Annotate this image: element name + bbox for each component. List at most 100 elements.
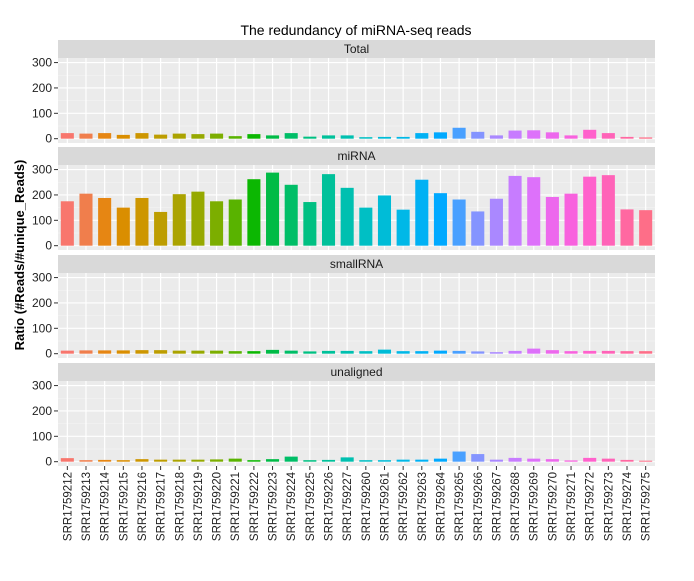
bar-miRNA-SRR1759268 bbox=[508, 175, 522, 246]
bar-unaligned-SRR1759261 bbox=[377, 460, 392, 462]
bar-unaligned-SRR1759269 bbox=[527, 458, 541, 462]
bar-Total-SRR1759224 bbox=[284, 133, 298, 139]
bar-miRNA-SRR1759224 bbox=[284, 184, 298, 246]
x-tick-label: SRR1759225 bbox=[305, 472, 317, 541]
x-tick-label: SRR1759222 bbox=[249, 472, 261, 541]
bar-smallRNA-SRR1759266 bbox=[471, 351, 485, 354]
y-axis-label: Ratio (#Reads/#unique_Reads) bbox=[12, 160, 27, 351]
x-tick-label: SRR1759226 bbox=[324, 472, 336, 541]
bar-smallRNA-SRR1759224 bbox=[284, 350, 298, 354]
bar-miRNA-SRR1759273 bbox=[601, 175, 615, 246]
bar-smallRNA-SRR1759261 bbox=[377, 349, 392, 354]
facet-strip bbox=[58, 363, 655, 381]
bar-smallRNA-SRR1759275 bbox=[639, 351, 653, 354]
bar-miRNA-SRR1759266 bbox=[471, 211, 485, 246]
bar-miRNA-SRR1759265 bbox=[452, 199, 466, 246]
bar-miRNA-SRR1759223 bbox=[266, 172, 280, 246]
bar-miRNA-SRR1759215 bbox=[116, 207, 130, 246]
bar-miRNA-SRR1759213 bbox=[79, 193, 93, 246]
bar-Total-SRR1759266 bbox=[471, 131, 485, 139]
x-tick-label: SRR1759262 bbox=[398, 472, 410, 541]
bar-Total-SRR1759226 bbox=[321, 135, 336, 139]
facet-strip-label: Total bbox=[344, 42, 369, 56]
y-tick-label: 200 bbox=[32, 188, 52, 202]
bar-unaligned-SRR1759213 bbox=[79, 460, 93, 462]
bar-miRNA-SRR1759261 bbox=[377, 195, 392, 246]
bar-smallRNA-SRR1759223 bbox=[266, 349, 280, 354]
bar-Total-SRR1759274 bbox=[620, 136, 634, 139]
bar-unaligned-SRR1759214 bbox=[98, 459, 112, 462]
bar-smallRNA-SRR1759213 bbox=[79, 350, 93, 354]
facet-strip-label: miRNA bbox=[338, 149, 376, 163]
bar-smallRNA-SRR1759265 bbox=[452, 350, 466, 354]
bar-Total-SRR1759262 bbox=[396, 136, 410, 139]
x-tick-label: SRR1759275 bbox=[641, 472, 653, 541]
bar-Total-SRR1759261 bbox=[377, 136, 392, 139]
bar-smallRNA-SRR1759269 bbox=[527, 348, 541, 354]
bar-Total-SRR1759215 bbox=[116, 134, 130, 139]
bar-unaligned-SRR1759220 bbox=[210, 459, 224, 462]
y-tick-label: 200 bbox=[32, 81, 52, 95]
x-tick-label: SRR1759220 bbox=[212, 472, 224, 541]
y-tick-label: 300 bbox=[32, 271, 52, 285]
y-tick-label: 300 bbox=[32, 163, 52, 177]
bar-miRNA-SRR1759271 bbox=[564, 193, 578, 246]
bar-smallRNA-SRR1759215 bbox=[116, 350, 130, 354]
bar-smallRNA-SRR1759222 bbox=[247, 351, 261, 354]
x-tick-label: SRR1759216 bbox=[137, 472, 149, 541]
bar-unaligned-SRR1759272 bbox=[583, 457, 597, 462]
bar-Total-SRR1759227 bbox=[340, 135, 354, 139]
bar-miRNA-SRR1759214 bbox=[98, 197, 112, 246]
y-tick-label: 100 bbox=[32, 321, 52, 335]
bar-unaligned-SRR1759216 bbox=[135, 459, 149, 462]
bar-smallRNA-SRR1759260 bbox=[359, 351, 373, 354]
bar-miRNA-SRR1759222 bbox=[247, 179, 261, 246]
bar-Total-SRR1759273 bbox=[601, 133, 615, 139]
bar-miRNA-SRR1759263 bbox=[415, 179, 429, 246]
bar-miRNA-SRR1759227 bbox=[340, 187, 354, 246]
bar-smallRNA-SRR1759267 bbox=[489, 352, 503, 354]
bar-Total-SRR1759275 bbox=[639, 137, 653, 139]
bar-smallRNA-SRR1759273 bbox=[601, 350, 615, 354]
y-tick-label: 100 bbox=[32, 106, 52, 120]
bar-unaligned-SRR1759263 bbox=[415, 459, 429, 462]
x-tick-label: SRR1759221 bbox=[230, 472, 242, 541]
x-tick-label: SRR1759223 bbox=[268, 472, 280, 541]
bar-Total-SRR1759263 bbox=[415, 133, 429, 139]
bar-Total-SRR1759223 bbox=[266, 135, 280, 139]
facet-strip bbox=[58, 147, 655, 165]
bar-Total-SRR1759222 bbox=[247, 134, 261, 139]
bar-Total-SRR1759219 bbox=[191, 134, 205, 139]
facet-strip-label: unaligned bbox=[330, 365, 382, 379]
bar-smallRNA-SRR1759227 bbox=[340, 350, 354, 354]
bar-unaligned-SRR1759227 bbox=[340, 457, 354, 462]
bar-smallRNA-SRR1759272 bbox=[583, 350, 597, 354]
x-tick-label: SRR1759213 bbox=[81, 472, 93, 541]
bar-unaligned-SRR1759267 bbox=[489, 459, 503, 462]
bar-unaligned-SRR1759218 bbox=[172, 459, 186, 462]
bar-unaligned-SRR1759265 bbox=[452, 451, 466, 462]
bar-smallRNA-SRR1759219 bbox=[191, 350, 205, 354]
bar-smallRNA-SRR1759221 bbox=[228, 351, 242, 354]
bar-miRNA-SRR1759264 bbox=[433, 193, 447, 246]
bar-miRNA-SRR1759274 bbox=[620, 209, 634, 246]
bar-smallRNA-SRR1759225 bbox=[303, 351, 317, 354]
bar-miRNA-SRR1759221 bbox=[228, 199, 242, 246]
x-tick-label: SRR1759266 bbox=[473, 472, 485, 541]
x-tick-label: SRR1759265 bbox=[454, 472, 466, 541]
y-tick-label: 0 bbox=[45, 455, 52, 469]
bar-Total-SRR1759225 bbox=[303, 136, 317, 139]
bar-Total-SRR1759216 bbox=[135, 133, 149, 139]
bar-Total-SRR1759220 bbox=[210, 133, 224, 139]
facet-strip bbox=[58, 255, 655, 273]
bar-Total-SRR1759268 bbox=[508, 130, 522, 139]
bar-unaligned-SRR1759212 bbox=[60, 458, 74, 462]
bar-miRNA-SRR1759260 bbox=[359, 207, 373, 246]
bar-smallRNA-SRR1759218 bbox=[172, 350, 186, 354]
bar-smallRNA-SRR1759212 bbox=[60, 350, 74, 354]
bar-unaligned-SRR1759221 bbox=[228, 458, 242, 462]
bar-miRNA-SRR1759212 bbox=[60, 201, 74, 246]
x-tick-label: SRR1759260 bbox=[361, 472, 373, 541]
